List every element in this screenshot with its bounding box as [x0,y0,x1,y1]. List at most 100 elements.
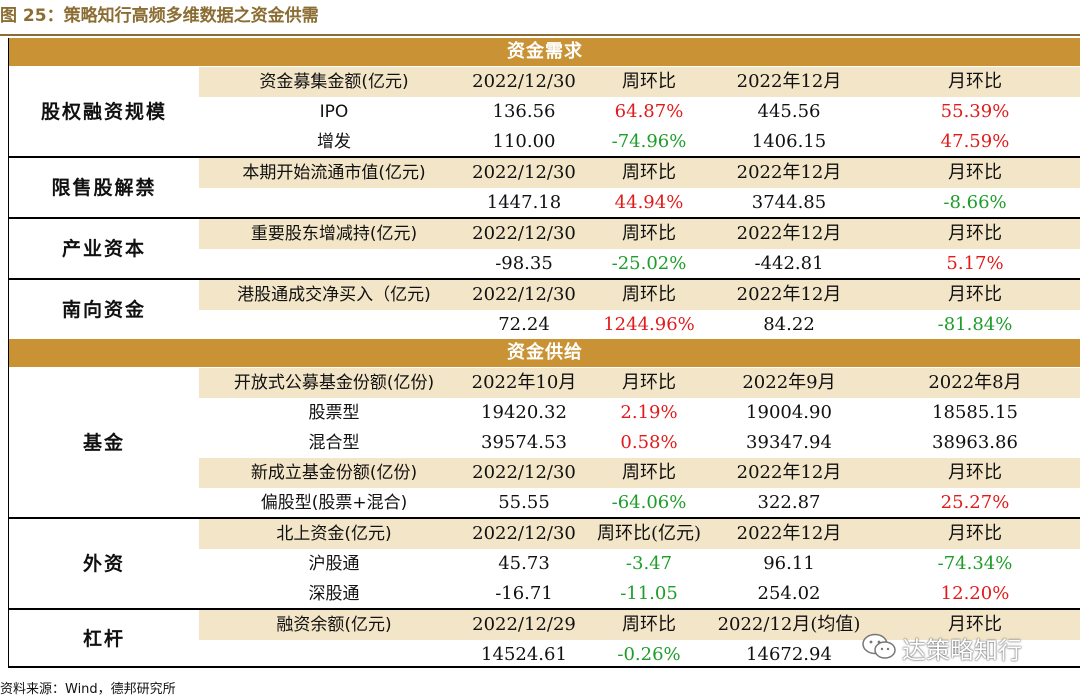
header-label: 港股通成交净买入（亿元) [237,285,431,305]
category-foreign: 外资 [82,553,125,575]
cell-change: 47.59% [940,131,1010,152]
section-title: 资金需求 [507,41,583,62]
row-label: 混合型 [308,433,360,453]
table-bottom-rule [9,666,1080,668]
header-month: 2022年12月 [736,71,842,92]
table-row: 1447.18 44.94% 3744.85 -8.66% [9,188,1080,218]
cell-change: 64.87% [614,101,684,122]
header-wow: 周环比 [622,284,676,305]
section-header-demand: 资金需求 [9,38,1080,66]
cell-change: -3.47 [625,553,673,574]
header-row-southbound: 港股通成交净买入（亿元) 2022/12/30 周环比 2022年12月 月环比 [199,280,1080,310]
cell-value: 45.73 [498,553,550,574]
table-row: IPO 136.56 64.87% 445.56 55.39% [9,97,1080,127]
cell-value: 136.56 [492,101,556,122]
table-row: 混合型 39574.53 0.58% 39347.94 38963.86 [9,428,1080,458]
header-label: 新成立基金份额(亿份) [250,463,418,483]
wechat-icon [862,633,896,670]
table-row: 14524.61 -0.26% 14672.94 [9,640,1080,670]
cell-value: 322.87 [757,492,821,513]
row-label: 偏股型(股票+混合) [260,493,408,513]
table-row: 深股通 -16.71 -11.05 254.02 12.20% [9,579,1080,609]
cell-value: 110.00 [492,131,556,152]
cell-value: 84.22 [763,314,815,335]
figure-title: 图 25：策略知行高频多维数据之资金供需 [0,6,319,26]
header-month: 2022年12月 [736,162,842,183]
header-date: 2022/12/30 [472,71,576,92]
cell-change: 55.39% [940,101,1010,122]
cell-value: 445.56 [757,101,821,122]
header-mom: 月环比 [948,162,1002,183]
table-row: 股票型 19420.32 2.19% 19004.90 18585.15 [9,398,1080,428]
header-row-fund-open: 开放式公募基金份额(亿份) 2022年10月 月环比 2022年9月 2022年… [199,368,1080,398]
category-equity: 股权融资规模 [40,101,167,123]
watermark-text: 达策略知行 [902,636,1022,665]
fund-flow-table: 资金需求 股权融资规模 资金募集金额(亿元) 2022/12/30 周环比 20… [8,38,1080,668]
cell-change: -0.26% [617,644,681,665]
table-row: 偏股型(股票+混合) 55.55 -64.06% 322.87 25.27% [9,488,1080,518]
header-month: 2022年8月 [928,372,1022,393]
source-note: 资料来源：Wind，德邦研究所 [0,682,176,697]
cell-value: 18585.15 [932,402,1018,423]
header-label: 开放式公募基金份额(亿份) [233,373,435,393]
category-unlock: 限售股解禁 [51,177,157,199]
header-mom: 月环比 [948,71,1002,92]
header-wow: 周环比 [622,614,676,635]
watermark: 达策略知行 [862,633,1022,667]
header-wow: 周环比 [622,71,676,92]
header-row-fund-new: 新成立基金份额(亿份) 2022/12/30 周环比 2022年12月 月环比 [199,458,1080,488]
header-date: 2022/12/30 [472,462,576,483]
header-month: 2022年12月 [736,284,842,305]
table-row: 增发 110.00 -74.96% 1406.15 47.59% [9,127,1080,157]
divider [9,156,1080,158]
cell-value: 55.55 [498,492,550,513]
table-row: 沪股通 45.73 -3.47 96.11 -74.34% [9,549,1080,579]
header-mom: 月环比 [948,614,1002,635]
header-wow: 周环比 [622,162,676,183]
header-date: 2022/12/30 [472,284,576,305]
title-rule [0,34,1080,36]
cell-change: 12.20% [940,583,1010,604]
header-label: 北上资金(亿元) [276,524,392,544]
cell-change: 2.19% [620,402,678,423]
cell-value: -98.35 [495,253,553,274]
cell-value: 38963.86 [932,432,1018,453]
row-label: 沪股通 [308,554,360,574]
header-row-industry: 重要股东增减持(亿元) 2022/12/30 周环比 2022年12月 月环比 [199,219,1080,249]
cell-value: 96.11 [763,553,815,574]
cell-change: 5.17% [946,253,1004,274]
divider [9,517,1080,519]
cell-change: 1244.96% [603,314,695,335]
cell-value: 39347.94 [746,432,832,453]
cell-value: 39574.53 [481,432,567,453]
cell-value: 14672.94 [746,644,832,665]
cell-value: 254.02 [757,583,821,604]
cell-value: -16.71 [495,583,553,604]
header-month: 2022年9月 [742,372,836,393]
table-row: -98.35 -25.02% -442.81 5.17% [9,249,1080,279]
cell-change: -8.66% [943,192,1007,213]
header-wow: 周环比(亿元) [596,523,702,544]
divider [9,217,1080,219]
header-mom: 月环比 [622,372,676,393]
header-date: 2022/12/30 [472,223,576,244]
cell-value: 1406.15 [751,131,827,152]
row-label: 股票型 [308,403,360,423]
cell-change: -64.06% [611,492,687,513]
header-wow: 周环比 [622,462,676,483]
header-date: 2022/12/29 [472,614,576,635]
header-month: 2022年12月 [736,462,842,483]
header-mom: 月环比 [948,462,1002,483]
cell-change: 0.58% [620,432,678,453]
header-row-unlock: 本期开始流通市值(亿元) 2022/12/30 周环比 2022年12月 月环比 [199,158,1080,188]
header-row-equity: 资金募集金额(亿元) 2022/12/30 周环比 2022年12月 月环比 [199,67,1080,97]
divider [9,608,1080,610]
header-date: 2022/12/30 [472,523,576,544]
header-wow: 周环比 [622,223,676,244]
header-month: 2022年12月 [736,223,842,244]
header-mom: 月环比 [948,223,1002,244]
cell-change: -74.96% [611,131,687,152]
cell-change: 25.27% [940,492,1010,513]
table-row: 72.24 1244.96% 84.22 -81.84% [9,310,1080,340]
category-fund: 基金 [82,432,125,454]
